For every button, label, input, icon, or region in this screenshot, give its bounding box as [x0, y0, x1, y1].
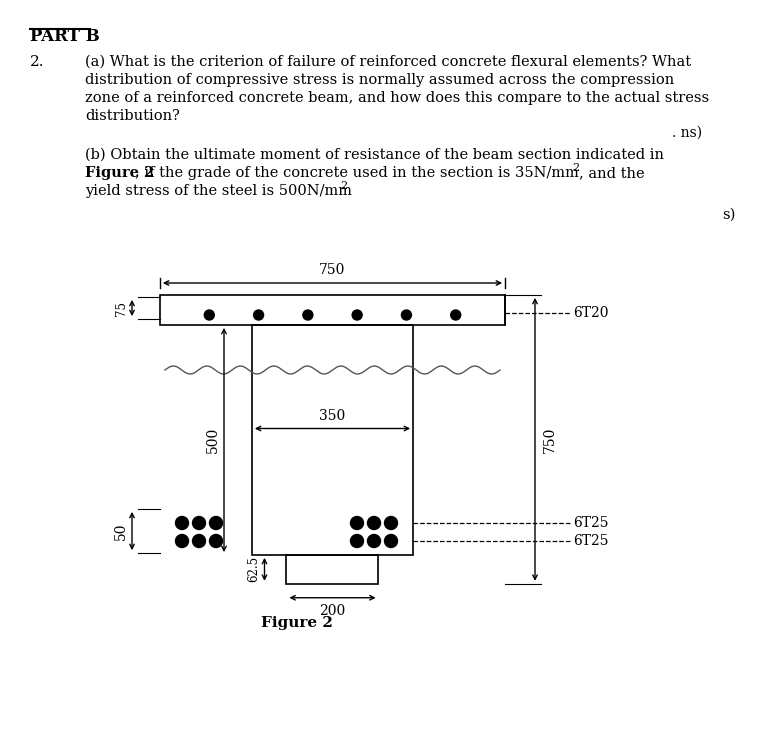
Circle shape [401, 310, 412, 320]
Text: 75: 75 [115, 300, 128, 315]
Circle shape [193, 516, 205, 529]
Bar [286, 555, 379, 584]
Text: Figure 2: Figure 2 [85, 166, 154, 180]
Text: 6T25: 6T25 [573, 534, 608, 548]
Circle shape [209, 534, 223, 547]
Text: 50: 50 [114, 522, 128, 540]
Bar [252, 325, 413, 555]
Text: 2: 2 [572, 163, 579, 173]
Text: zone of a reinforced concrete beam, and how does this compare to the actual stre: zone of a reinforced concrete beam, and … [85, 91, 709, 105]
Text: 750: 750 [543, 426, 557, 453]
Circle shape [368, 534, 380, 547]
Text: . ns): . ns) [672, 126, 702, 140]
Text: distribution of compressive stress is normally assumed across the compression: distribution of compressive stress is no… [85, 73, 674, 87]
Circle shape [352, 310, 362, 320]
Text: s): s) [722, 208, 735, 222]
Circle shape [193, 534, 205, 547]
Text: 6T25: 6T25 [573, 516, 608, 530]
Text: 6T20: 6T20 [573, 306, 608, 320]
Circle shape [384, 516, 397, 529]
Bar [160, 295, 505, 325]
Circle shape [384, 534, 397, 547]
Text: 2.: 2. [30, 55, 45, 69]
Text: 750: 750 [319, 263, 346, 277]
Circle shape [176, 516, 188, 529]
Circle shape [209, 516, 223, 529]
Circle shape [350, 516, 364, 529]
Circle shape [253, 310, 263, 320]
Text: PART B: PART B [30, 28, 100, 45]
Text: yield stress of the steel is 500N/mm: yield stress of the steel is 500N/mm [85, 184, 352, 198]
Circle shape [176, 534, 188, 547]
Text: (b) Obtain the ultimate moment of resistance of the beam section indicated in: (b) Obtain the ultimate moment of resist… [85, 148, 664, 162]
Circle shape [205, 310, 214, 320]
Text: 2: 2 [340, 181, 347, 191]
Text: 62.5: 62.5 [248, 556, 260, 582]
Circle shape [368, 516, 380, 529]
Text: 200: 200 [319, 604, 346, 618]
Text: (a) What is the criterion of failure of reinforced concrete flexural elements? W: (a) What is the criterion of failure of … [85, 55, 691, 69]
Text: 350: 350 [319, 408, 346, 423]
Text: Figure 2: Figure 2 [260, 615, 332, 630]
Text: , if the grade of the concrete used in the section is 35N/mm: , if the grade of the concrete used in t… [135, 166, 579, 180]
Circle shape [451, 310, 461, 320]
Text: 500: 500 [206, 427, 220, 453]
Text: , and the: , and the [579, 166, 644, 180]
Circle shape [303, 310, 313, 320]
Text: distribution?: distribution? [85, 109, 180, 123]
Circle shape [350, 534, 364, 547]
